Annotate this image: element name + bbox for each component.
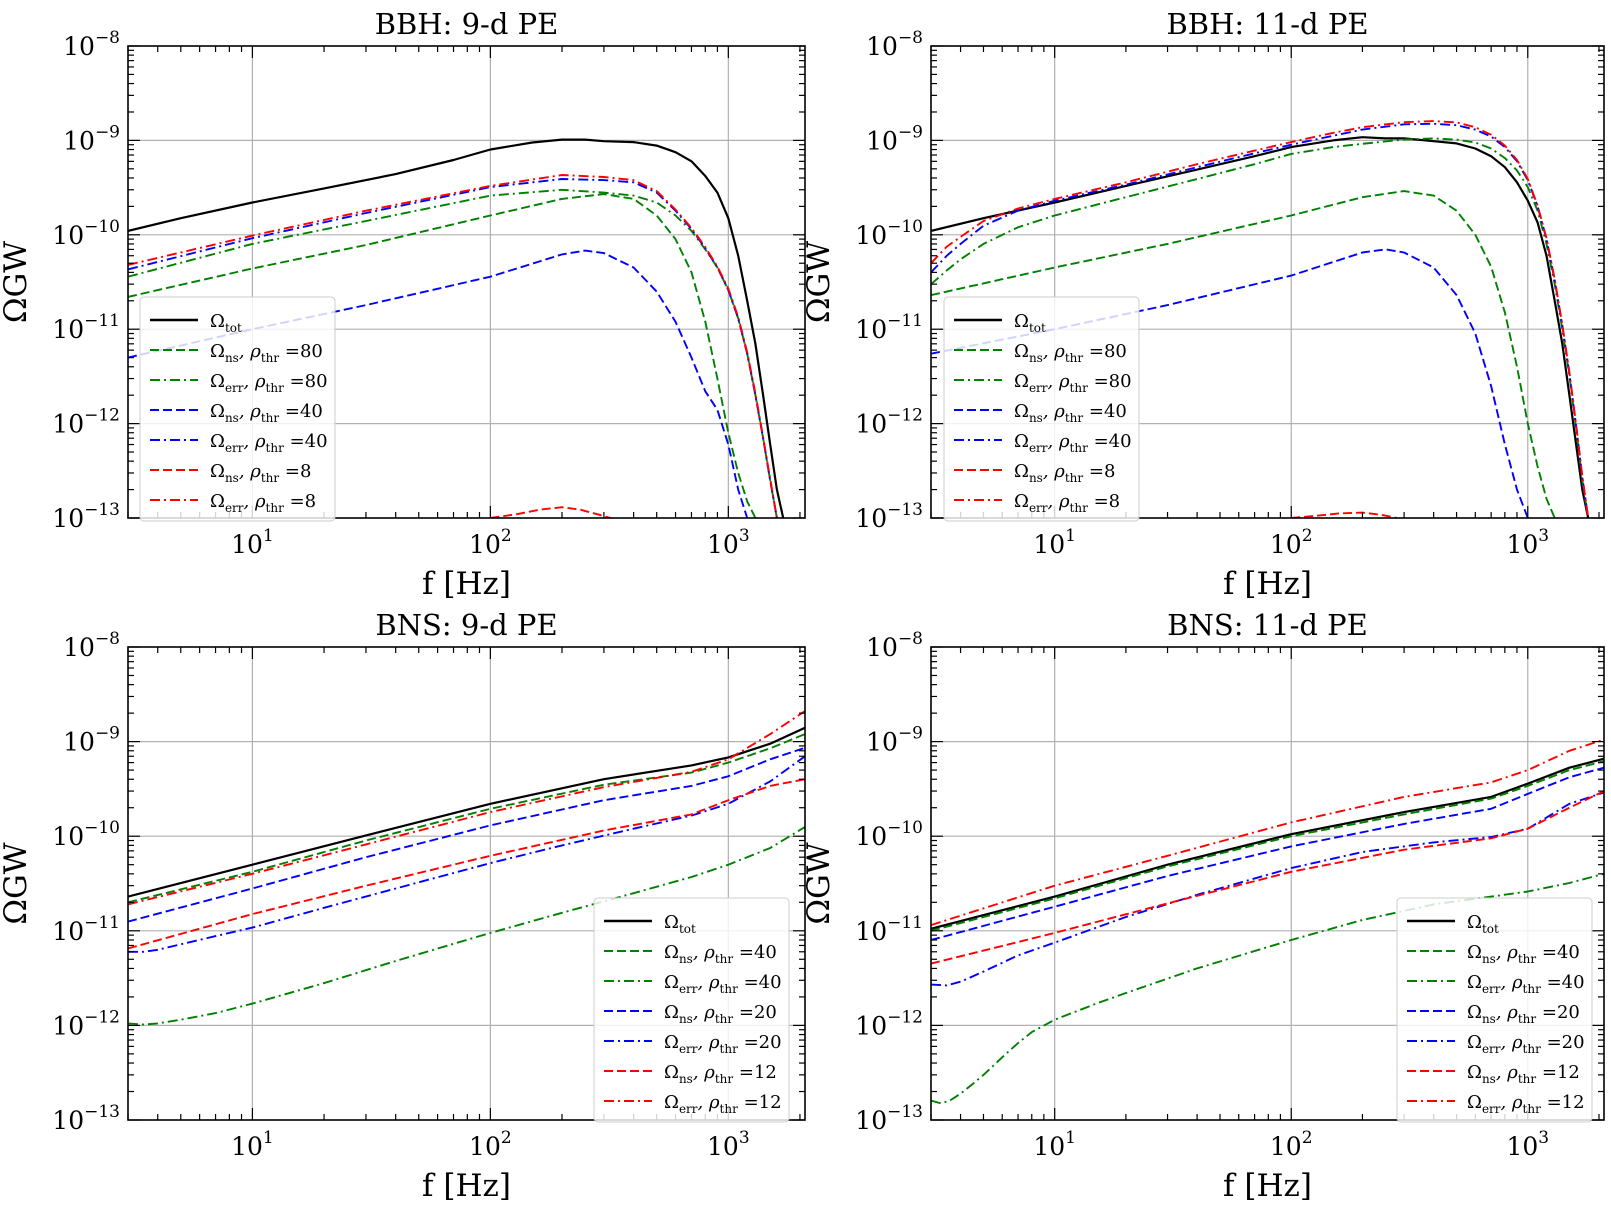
x-tick-label: 103 bbox=[1506, 1128, 1549, 1161]
y-tick-label: 10−13 bbox=[52, 500, 120, 533]
series-line bbox=[128, 188, 778, 518]
series-line bbox=[931, 190, 1556, 518]
x-tick-label: 101 bbox=[231, 526, 274, 559]
panel-4: 101 102 103 10−13 10−12 10−11 10−10 10−9 10−8 BNS… bbox=[801, 608, 1605, 1204]
x-axis-label: f [Hz] bbox=[1223, 1168, 1312, 1204]
series-line bbox=[931, 766, 1604, 941]
x-tick-label: 103 bbox=[1506, 526, 1549, 559]
y-tick-label: 10−10 bbox=[52, 818, 120, 851]
series-line bbox=[931, 248, 1529, 518]
y-tick-label: 10−9 bbox=[866, 724, 923, 757]
axes-frame bbox=[930, 646, 1605, 1121]
x-tick-label: 103 bbox=[707, 526, 750, 559]
chart-title: BBH: 9-d PE bbox=[375, 7, 559, 41]
y-tick-label: 10−9 bbox=[866, 122, 923, 155]
panel-1: 101 102 103 10−13 10−12 10−11 10−10 10−9 10−8 BBH… bbox=[0, 7, 806, 602]
x-axis-label: f [Hz] bbox=[422, 566, 511, 602]
x-tick-label: 102 bbox=[469, 526, 512, 559]
series-group bbox=[128, 710, 805, 1026]
series-line bbox=[128, 710, 805, 906]
y-tick-label: 10−11 bbox=[855, 311, 923, 344]
series-line bbox=[490, 506, 611, 518]
legend-entry: Ωerr, ρthr =8 bbox=[210, 491, 316, 515]
chart-title: BBH: 11-d PE bbox=[1166, 7, 1368, 41]
y-tick-label: 10−13 bbox=[855, 500, 923, 533]
series-line bbox=[128, 726, 805, 898]
series-line bbox=[931, 738, 1604, 927]
series-group bbox=[128, 138, 785, 518]
legend-box bbox=[943, 296, 1140, 522]
series-line bbox=[128, 249, 749, 518]
chart-title: BNS: 9-d PE bbox=[375, 608, 557, 642]
series-line bbox=[931, 136, 1590, 518]
series-line bbox=[128, 193, 757, 518]
x-tick-label: 101 bbox=[231, 1128, 274, 1161]
y-tick-label: 10−11 bbox=[52, 913, 120, 946]
panel-2: 101 102 103 10−13 10−12 10−11 10−10 10−9 10−8 BBH… bbox=[801, 7, 1605, 602]
y-tick-label: 10−8 bbox=[866, 28, 923, 61]
axes-frame bbox=[127, 646, 806, 1121]
x-tick-label: 101 bbox=[1033, 526, 1076, 559]
legend-entry: Ωerr, ρthr =40 bbox=[210, 431, 328, 455]
panel-3: 101 102 103 10−13 10−12 10−11 10−10 10−9 10−8 BNS… bbox=[0, 608, 806, 1204]
series-line bbox=[128, 746, 805, 923]
series-line bbox=[128, 138, 785, 518]
series-line bbox=[931, 760, 1604, 932]
y-tick-label: 10−12 bbox=[855, 1007, 923, 1040]
y-axis-label: ΩGW bbox=[801, 241, 837, 323]
series-line bbox=[931, 120, 1590, 518]
y-tick-label: 10−10 bbox=[52, 217, 120, 250]
y-tick-label: 10−9 bbox=[63, 724, 120, 757]
y-tick-label: 10−8 bbox=[63, 28, 120, 61]
y-tick-label: 10−12 bbox=[52, 1007, 120, 1040]
y-tick-label: 10−8 bbox=[63, 629, 120, 662]
legend-entry: Ωerr, ρthr =12 bbox=[664, 1092, 782, 1116]
series-line bbox=[128, 755, 805, 953]
y-tick-label: 10−11 bbox=[52, 311, 120, 344]
series-line bbox=[128, 826, 805, 1026]
x-tick-label: 101 bbox=[1033, 1128, 1076, 1161]
y-tick-label: 10−10 bbox=[855, 818, 923, 851]
series-line bbox=[931, 790, 1604, 965]
y-tick-label: 10−10 bbox=[855, 217, 923, 250]
legend-box bbox=[593, 897, 790, 1123]
y-tick-label: 10−11 bbox=[855, 913, 923, 946]
legend-entry: Ωns, ρthr =40 bbox=[664, 942, 777, 966]
y-tick-label: 10−8 bbox=[866, 629, 923, 662]
series-line bbox=[931, 757, 1604, 930]
axes-frame bbox=[930, 45, 1605, 519]
series-line bbox=[931, 122, 1590, 518]
x-tick-label: 102 bbox=[1270, 526, 1313, 559]
x-tick-label: 102 bbox=[469, 1128, 512, 1161]
legend-entry: Ωns, ρthr =8 bbox=[210, 461, 311, 485]
y-tick-label: 10−12 bbox=[52, 406, 120, 439]
series-line bbox=[1291, 511, 1398, 518]
series-group bbox=[931, 120, 1590, 518]
y-tick-label: 10−12 bbox=[855, 406, 923, 439]
series-line bbox=[931, 872, 1604, 1105]
legend-box bbox=[139, 296, 336, 522]
x-tick-label: 102 bbox=[1270, 1128, 1313, 1161]
x-axis-label: f [Hz] bbox=[1223, 566, 1312, 602]
chart-title: BNS: 11-d PE bbox=[1167, 608, 1368, 642]
x-axis-label: f [Hz] bbox=[422, 1168, 511, 1204]
x-tick-label: 103 bbox=[707, 1128, 750, 1161]
y-tick-label: 10−9 bbox=[63, 122, 120, 155]
y-tick-label: 10−13 bbox=[52, 1102, 120, 1135]
legend-box bbox=[1396, 897, 1593, 1123]
y-axis-label: ΩGW bbox=[801, 842, 837, 924]
y-tick-label: 10−13 bbox=[855, 1102, 923, 1135]
series-group bbox=[931, 738, 1604, 1105]
y-axis-label: ΩGW bbox=[0, 241, 34, 323]
y-axis-label: ΩGW bbox=[0, 842, 34, 924]
axes-frame bbox=[127, 45, 806, 519]
